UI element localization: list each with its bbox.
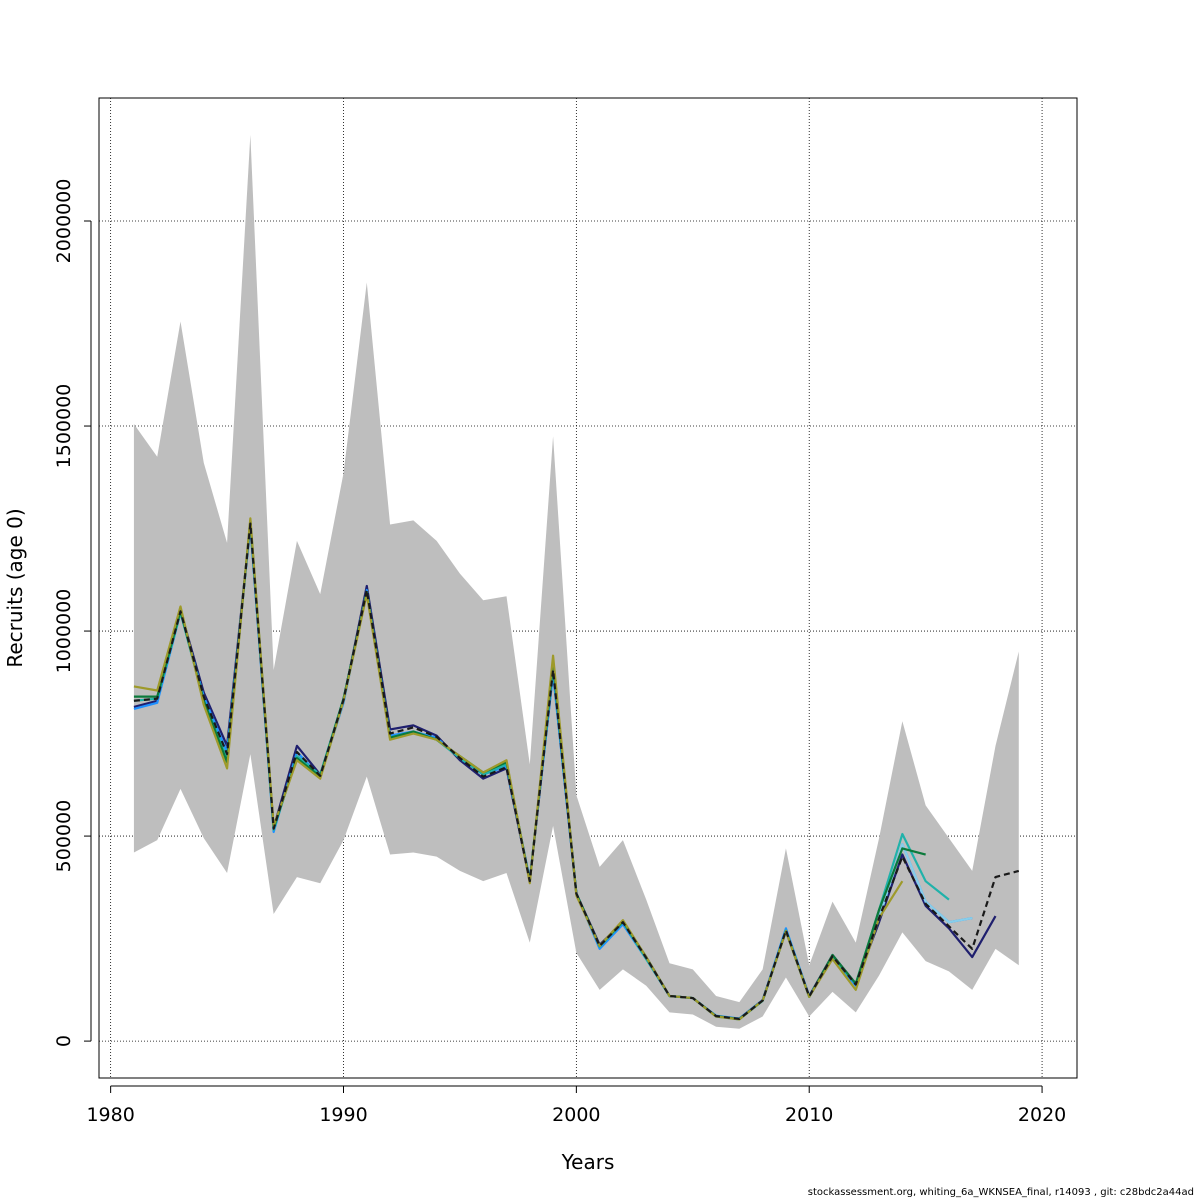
y-axis-title: Recruits (age 0) [3,508,27,667]
x-axis: 1980 1990 2000 2010 2020 [86,1085,1066,1126]
x-tick-label: 1980 [86,1104,134,1126]
plot-frame [98,97,1078,1079]
x-tick-label: 2020 [1018,1104,1066,1126]
x-axis-title: Years [561,1150,615,1174]
y-tick-label: 0 [53,1035,75,1047]
y-tick-label: 1000000 [53,589,75,674]
y-tick-label: 2000000 [53,179,75,264]
series-line-7 [133,522,1020,1021]
y-tick-label: 500000 [53,800,75,873]
x-tick-label: 1990 [319,1104,367,1126]
confidence-band-layer [133,134,1019,1029]
x-tick-label: 2000 [552,1104,600,1126]
x-tick-label: 2010 [785,1104,833,1126]
y-axis: 0 500000 1000000 1500000 2000000 [53,179,92,1047]
footer-credit: stockassessment.org, whiting_6a_WKNSEA_f… [807,1187,1194,1198]
y-tick-label: 1500000 [53,384,75,469]
series-lines-layer [133,517,1020,1021]
confidence-band [133,134,1019,1029]
